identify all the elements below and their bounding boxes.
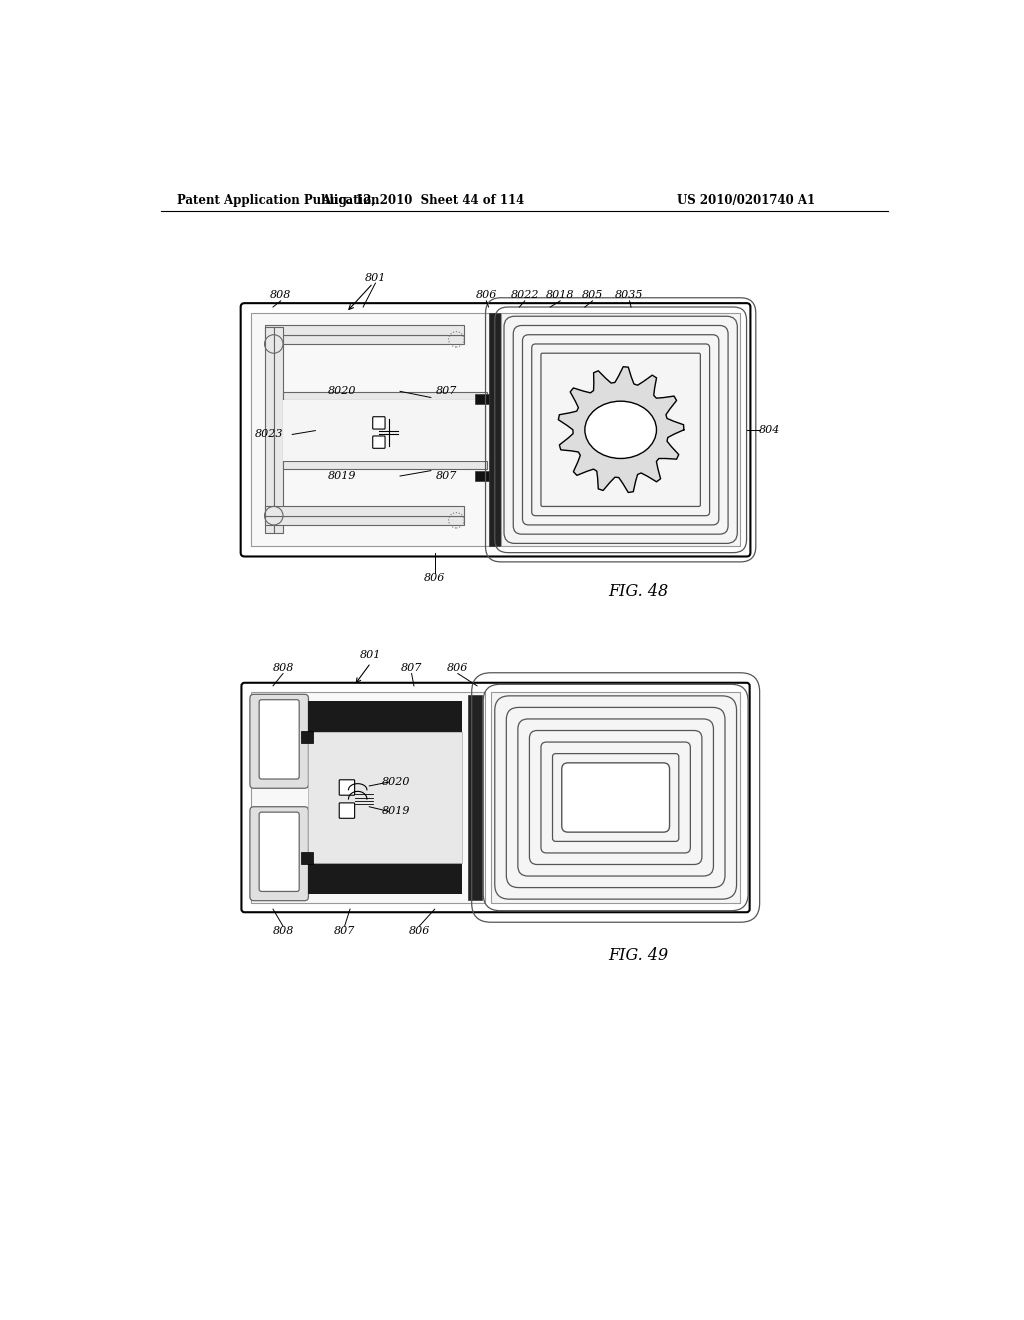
Bar bbox=[264, 327, 273, 533]
Bar bbox=[264, 326, 464, 335]
Bar bbox=[283, 462, 487, 469]
Text: 8035: 8035 bbox=[615, 290, 644, 301]
Bar bbox=[488, 313, 501, 546]
Text: 807: 807 bbox=[435, 471, 457, 480]
Text: FIG. 49: FIG. 49 bbox=[608, 946, 669, 964]
Text: 8019: 8019 bbox=[328, 471, 356, 480]
Text: 808: 808 bbox=[270, 290, 292, 301]
Text: 801: 801 bbox=[360, 649, 382, 660]
Bar bbox=[283, 392, 487, 400]
Bar bbox=[307, 863, 462, 894]
FancyBboxPatch shape bbox=[259, 812, 299, 891]
FancyBboxPatch shape bbox=[339, 803, 354, 818]
FancyBboxPatch shape bbox=[339, 780, 354, 795]
Bar bbox=[490, 692, 740, 903]
Bar bbox=[307, 733, 462, 863]
Text: 806: 806 bbox=[424, 573, 445, 583]
FancyBboxPatch shape bbox=[241, 304, 751, 557]
Text: 8020: 8020 bbox=[328, 387, 356, 396]
Bar bbox=[468, 696, 481, 900]
Bar bbox=[283, 400, 487, 462]
Bar bbox=[301, 730, 313, 743]
Bar bbox=[301, 853, 313, 865]
FancyBboxPatch shape bbox=[250, 807, 308, 900]
Text: 806: 806 bbox=[409, 925, 430, 936]
Text: 805: 805 bbox=[582, 290, 603, 301]
Text: 804: 804 bbox=[759, 425, 780, 434]
Text: 8018: 8018 bbox=[546, 290, 574, 301]
Text: 8023: 8023 bbox=[255, 429, 284, 440]
Text: Aug. 12, 2010  Sheet 44 of 114: Aug. 12, 2010 Sheet 44 of 114 bbox=[322, 194, 524, 207]
Bar bbox=[475, 471, 488, 482]
Bar bbox=[251, 692, 484, 903]
FancyBboxPatch shape bbox=[373, 417, 385, 429]
Text: 806: 806 bbox=[475, 290, 497, 301]
Text: 808: 808 bbox=[272, 925, 294, 936]
FancyBboxPatch shape bbox=[562, 763, 670, 832]
FancyBboxPatch shape bbox=[259, 700, 299, 779]
Text: 8022: 8022 bbox=[511, 290, 539, 301]
Bar bbox=[264, 507, 464, 516]
Text: US 2010/0201740 A1: US 2010/0201740 A1 bbox=[677, 194, 815, 207]
Text: 8020: 8020 bbox=[382, 777, 411, 787]
Ellipse shape bbox=[585, 401, 656, 458]
FancyBboxPatch shape bbox=[373, 436, 385, 449]
Bar bbox=[264, 335, 464, 345]
Text: 807: 807 bbox=[435, 387, 457, 396]
Text: Patent Application Publication: Patent Application Publication bbox=[177, 194, 379, 207]
Bar bbox=[264, 516, 464, 525]
Text: 807: 807 bbox=[334, 925, 355, 936]
Text: 8019: 8019 bbox=[382, 807, 411, 816]
Bar bbox=[251, 313, 495, 546]
Text: 801: 801 bbox=[365, 273, 386, 282]
Bar bbox=[475, 393, 488, 404]
FancyBboxPatch shape bbox=[250, 694, 308, 788]
Bar bbox=[501, 313, 740, 546]
Bar bbox=[307, 701, 462, 733]
Bar bbox=[273, 327, 283, 533]
Polygon shape bbox=[558, 367, 684, 492]
Text: FIG. 48: FIG. 48 bbox=[608, 583, 669, 601]
Text: 808: 808 bbox=[272, 663, 294, 673]
Text: 806: 806 bbox=[447, 663, 469, 673]
FancyBboxPatch shape bbox=[242, 682, 750, 912]
Text: 807: 807 bbox=[401, 663, 422, 673]
